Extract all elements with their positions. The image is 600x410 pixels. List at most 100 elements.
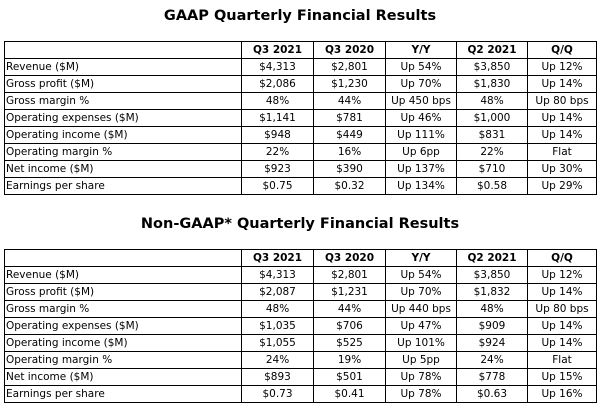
row-label: Operating expenses ($M) xyxy=(4,109,242,127)
table-cell: $893 xyxy=(241,368,314,386)
table-cell: $2,087 xyxy=(241,283,314,301)
table-cell: $1,055 xyxy=(241,334,314,352)
table-cell: $0.41 xyxy=(313,385,386,403)
table-cell: $0.32 xyxy=(313,177,386,195)
table-cell: Up 70% xyxy=(385,75,457,93)
column-header-q2-2021: Q2 2021 xyxy=(456,41,528,59)
table-cell: $923 xyxy=(241,160,314,178)
table-cell: $0.63 xyxy=(456,385,528,403)
table-cell: Up 5pp xyxy=(385,351,457,369)
column-header-q3-2021: Q3 2021 xyxy=(241,41,314,59)
table-header-row: Q3 2021 Q3 2020 Y/Y Q2 2021 Q/Q xyxy=(4,249,597,267)
table-row: Gross margin % 48% 44% Up 440 bps 48% Up… xyxy=(4,300,597,318)
table-cell: Up 111% xyxy=(385,126,457,144)
table-cell: $1,832 xyxy=(456,283,528,301)
nongaap-title: Non-GAAP* Quarterly Financial Results xyxy=(140,216,460,232)
table-cell: $831 xyxy=(456,126,528,144)
column-header-q2-2021: Q2 2021 xyxy=(456,249,528,267)
table-cell: 48% xyxy=(456,300,528,318)
table-cell: $1,830 xyxy=(456,75,528,93)
table-cell: $501 xyxy=(313,368,386,386)
gaap-results-table: Q3 2021 Q3 2020 Y/Y Q2 2021 Q/Q Revenue … xyxy=(4,41,597,195)
column-header-qoq: Q/Q xyxy=(527,249,597,267)
table-cell: $1,035 xyxy=(241,317,314,335)
table-cell: Up 14% xyxy=(527,109,597,127)
table-cell: Up 54% xyxy=(385,58,457,76)
table-cell: Up 47% xyxy=(385,317,457,335)
table-cell: 44% xyxy=(313,300,386,318)
table-cell: $390 xyxy=(313,160,386,178)
row-label: Earnings per share xyxy=(4,177,242,195)
table-cell: 48% xyxy=(241,92,314,110)
table-cell: Up 78% xyxy=(385,385,457,403)
row-label: Revenue ($M) xyxy=(4,266,242,284)
table-row: Gross margin % 48% 44% Up 450 bps 48% Up… xyxy=(4,92,597,110)
column-header-qoq: Q/Q xyxy=(527,41,597,59)
column-header-metric xyxy=(4,249,242,267)
table-row: Gross profit ($M) $2,086 $1,230 Up 70% $… xyxy=(4,75,597,93)
table-cell: Up 54% xyxy=(385,266,457,284)
row-label: Gross profit ($M) xyxy=(4,75,242,93)
table-cell: Up 440 bps xyxy=(385,300,457,318)
table-cell: $710 xyxy=(456,160,528,178)
table-cell: Up 80 bps xyxy=(527,92,597,110)
table-cell: Up 30% xyxy=(527,160,597,178)
table-cell: 22% xyxy=(456,143,528,161)
table-cell: Up 6pp xyxy=(385,143,457,161)
row-label: Net income ($M) xyxy=(4,368,242,386)
table-cell: Up 12% xyxy=(527,266,597,284)
row-label: Operating income ($M) xyxy=(4,126,242,144)
column-header-metric xyxy=(4,41,242,59)
table-cell: $449 xyxy=(313,126,386,144)
table-row: Net income ($M) $893 $501 Up 78% $778 Up… xyxy=(4,368,597,386)
table-row: Operating margin % 22% 16% Up 6pp 22% Fl… xyxy=(4,143,597,161)
table-cell: Up 16% xyxy=(527,385,597,403)
table-cell: $0.75 xyxy=(241,177,314,195)
table-header-row: Q3 2021 Q3 2020 Y/Y Q2 2021 Q/Q xyxy=(4,41,597,59)
table-cell: $4,313 xyxy=(241,266,314,284)
row-label: Operating income ($M) xyxy=(4,334,242,352)
table-cell: Up 70% xyxy=(385,283,457,301)
column-header-q3-2020: Q3 2020 xyxy=(313,41,386,59)
table-cell: $706 xyxy=(313,317,386,335)
row-label: Gross profit ($M) xyxy=(4,283,242,301)
table-cell: Up 14% xyxy=(527,283,597,301)
table-cell: Up 14% xyxy=(527,334,597,352)
table-cell: $778 xyxy=(456,368,528,386)
table-row: Revenue ($M) $4,313 $2,801 Up 54% $3,850… xyxy=(4,266,597,284)
table-row: Gross profit ($M) $2,087 $1,231 Up 70% $… xyxy=(4,283,597,301)
table-cell: Up 46% xyxy=(385,109,457,127)
table-cell: $3,850 xyxy=(456,266,528,284)
row-label: Operating margin % xyxy=(4,351,242,369)
table-cell: $1,000 xyxy=(456,109,528,127)
table-cell: 44% xyxy=(313,92,386,110)
table-cell: Up 101% xyxy=(385,334,457,352)
table-cell: Up 78% xyxy=(385,368,457,386)
row-label: Net income ($M) xyxy=(4,160,242,178)
nongaap-results-table: Q3 2021 Q3 2020 Y/Y Q2 2021 Q/Q Revenue … xyxy=(4,249,597,403)
table-row: Earnings per share $0.73 $0.41 Up 78% $0… xyxy=(4,385,597,403)
column-header-q3-2021: Q3 2021 xyxy=(241,249,314,267)
table-cell: 24% xyxy=(456,351,528,369)
table-cell: $0.58 xyxy=(456,177,528,195)
table-cell: Up 137% xyxy=(385,160,457,178)
table-cell: 22% xyxy=(241,143,314,161)
table-cell: $1,230 xyxy=(313,75,386,93)
table-row: Operating income ($M) $948 $449 Up 111% … xyxy=(4,126,597,144)
table-cell: $2,086 xyxy=(241,75,314,93)
table-cell: Up 14% xyxy=(527,317,597,335)
table-cell: Up 14% xyxy=(527,75,597,93)
row-label: Revenue ($M) xyxy=(4,58,242,76)
table-row: Operating margin % 24% 19% Up 5pp 24% Fl… xyxy=(4,351,597,369)
table-row: Net income ($M) $923 $390 Up 137% $710 U… xyxy=(4,160,597,178)
table-row: Operating expenses ($M) $1,141 $781 Up 4… xyxy=(4,109,597,127)
table-cell: Flat xyxy=(527,143,597,161)
gaap-title: GAAP Quarterly Financial Results xyxy=(163,8,437,24)
table-cell: $2,801 xyxy=(313,266,386,284)
table-row: Operating expenses ($M) $1,035 $706 Up 4… xyxy=(4,317,597,335)
table-cell: $909 xyxy=(456,317,528,335)
table-cell: 48% xyxy=(456,92,528,110)
table-cell: $924 xyxy=(456,334,528,352)
table-cell: 16% xyxy=(313,143,386,161)
table-cell: $525 xyxy=(313,334,386,352)
